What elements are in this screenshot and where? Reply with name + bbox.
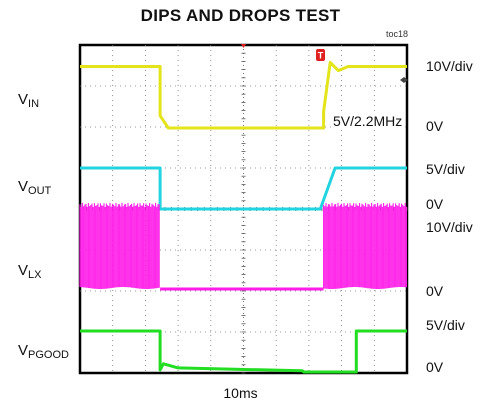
vin-annotation: 5V/2.2MHz: [332, 113, 404, 129]
vout-trace: [80, 166, 407, 211]
x-axis-label: 10ms: [223, 385, 258, 401]
vout-scale: 5V/div: [426, 161, 465, 177]
vpgood-trace: [80, 329, 407, 374]
vin-zero-label: 0V: [426, 118, 444, 134]
traces: [79, 60, 407, 374]
vlx-trace-bursts: [79, 202, 407, 289]
trigger-position-marker: [241, 44, 246, 48]
channel-offset-marker: [400, 77, 408, 83]
vin-scale: 10V/div: [426, 58, 473, 74]
vlx-zero-label: 0V: [426, 283, 444, 299]
vout-label: VOUT: [18, 178, 52, 197]
vin-label: VIN: [18, 91, 40, 110]
vpgood-scale: 5V/div: [426, 317, 465, 333]
vpgood-label: VPGOOD: [18, 342, 69, 361]
trigger-marker-icon: T: [316, 49, 325, 61]
svg-text:T: T: [318, 51, 324, 61]
vin-trace: [80, 60, 407, 130]
vout-zero-label: 0V: [426, 196, 444, 212]
vlx-label: VLX: [18, 262, 42, 281]
chart-title: DIPS AND DROPS TEST: [140, 6, 341, 25]
vpgood-zero-label: 0V: [426, 359, 444, 375]
vlx-scale: 10V/div: [426, 219, 473, 235]
figure-tag: toc18: [386, 29, 409, 39]
